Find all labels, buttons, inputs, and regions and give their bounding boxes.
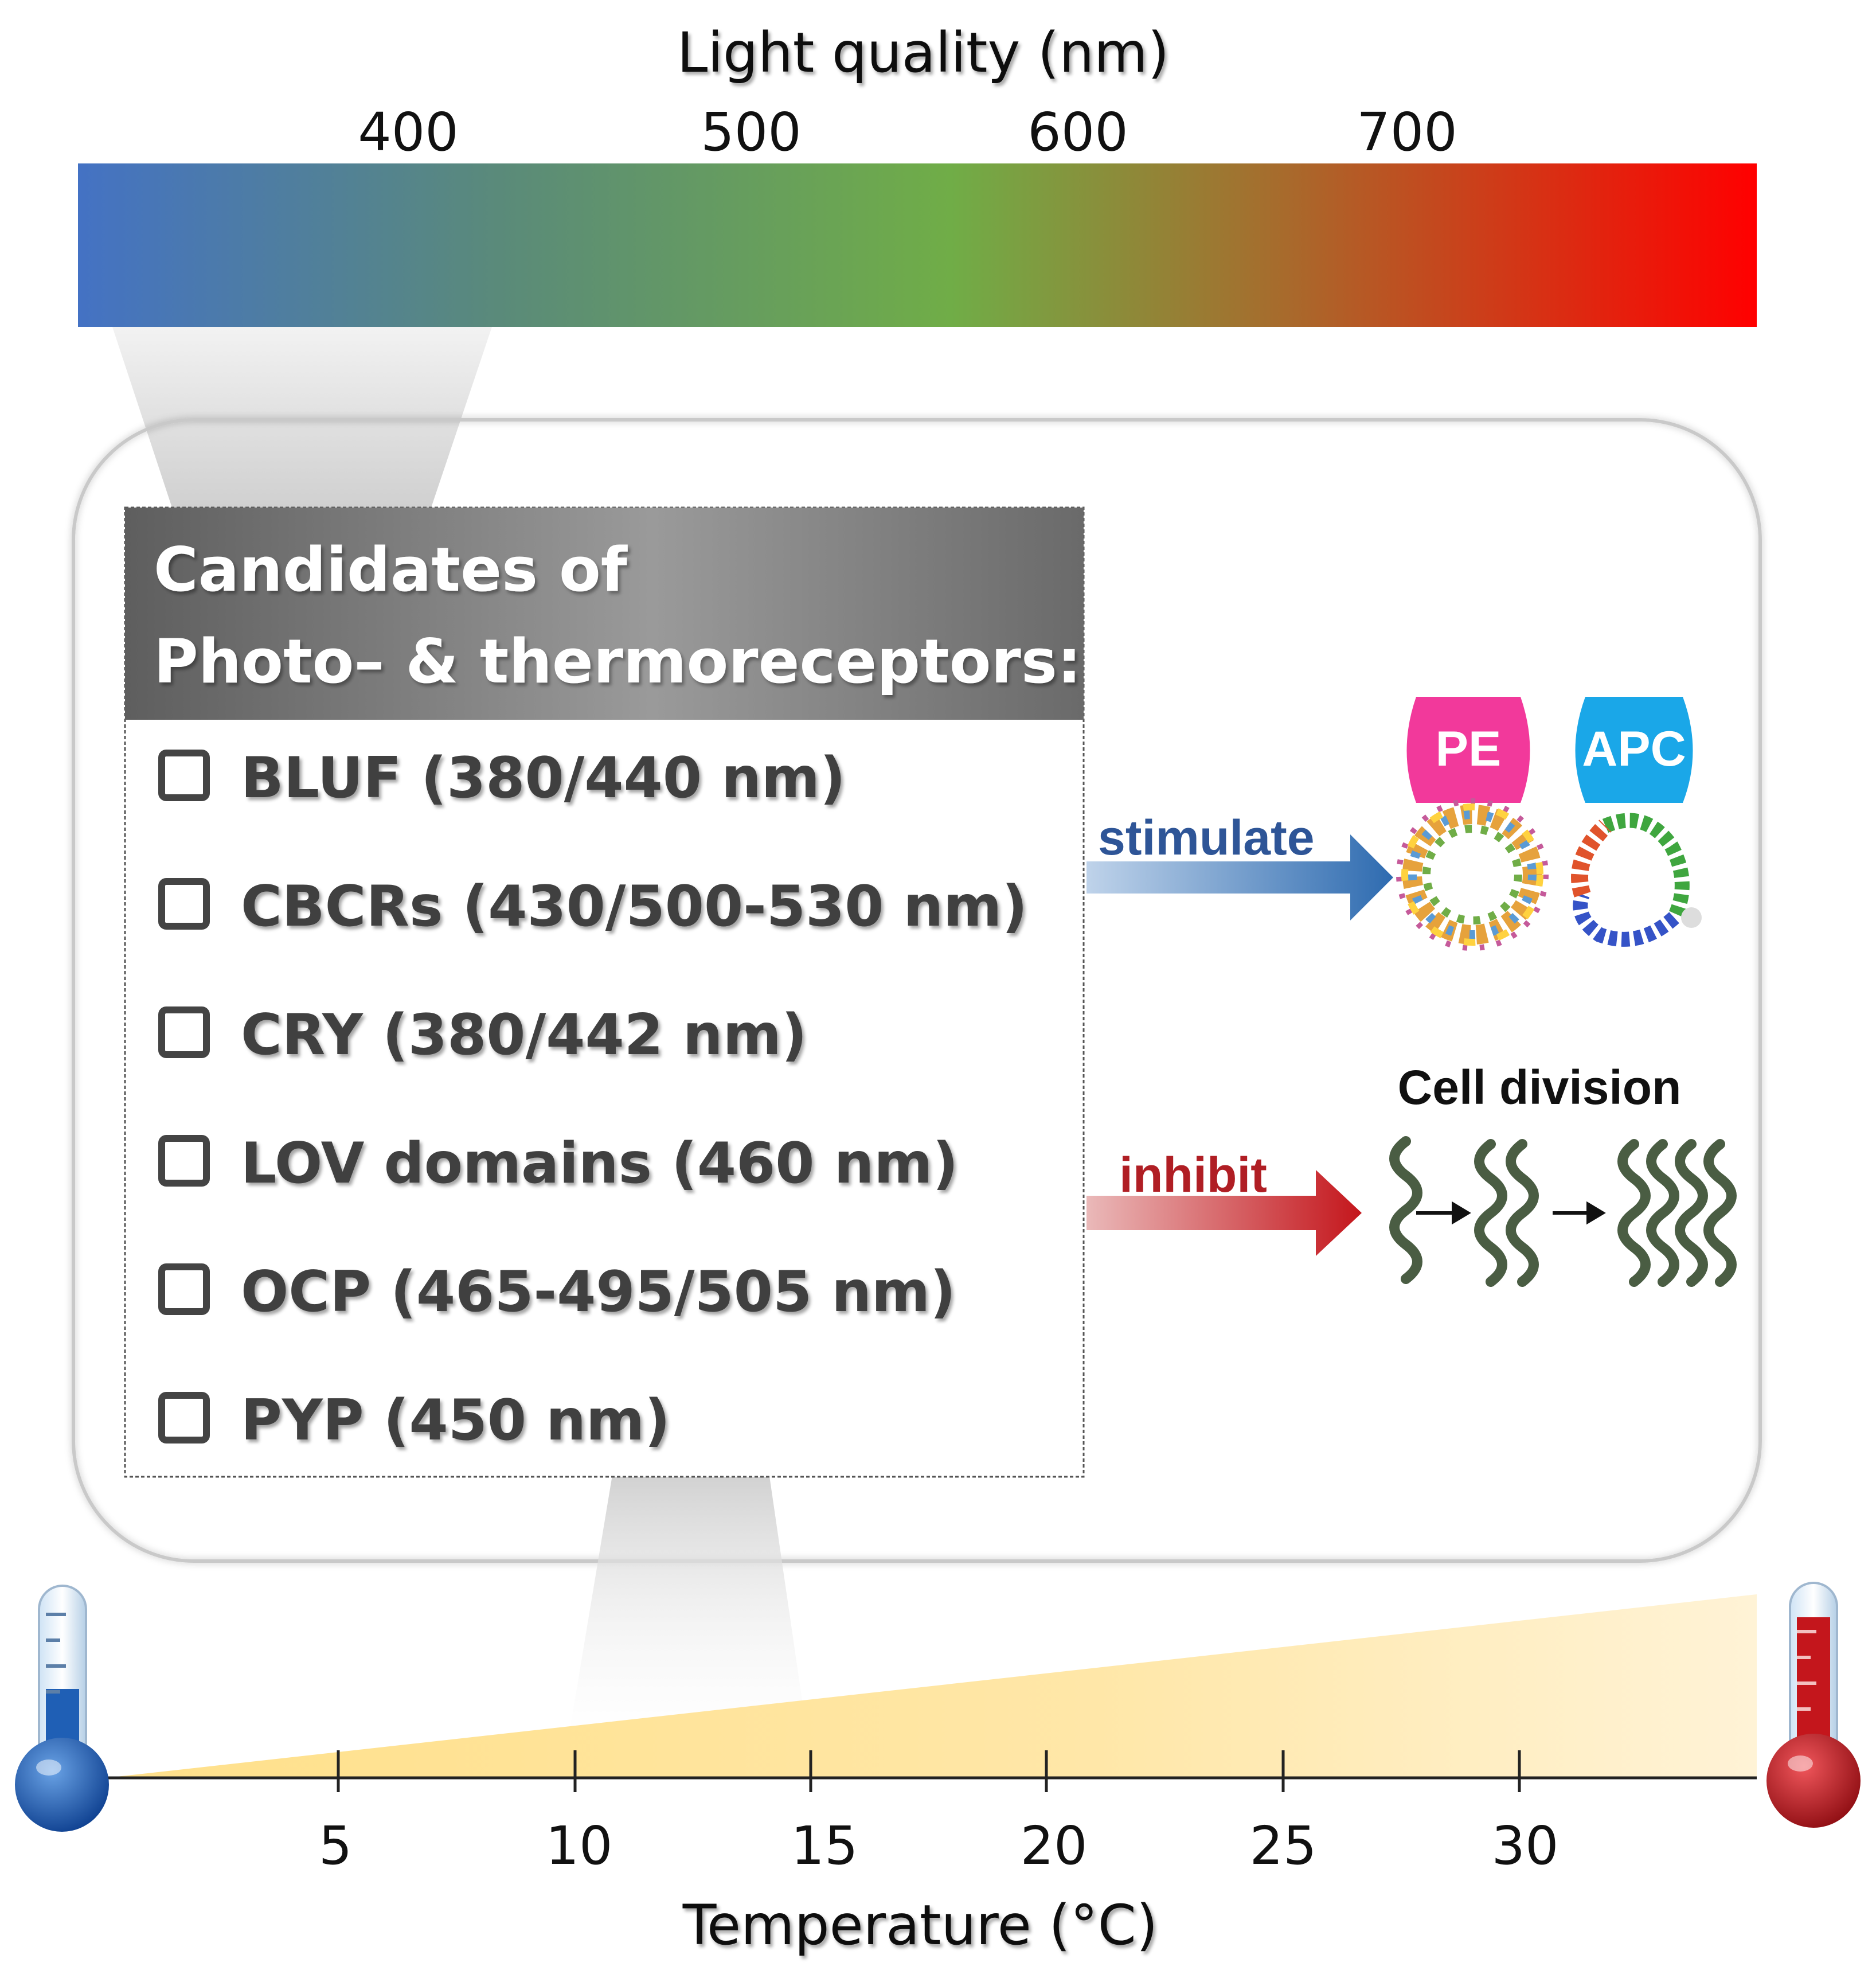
temperature-axis-ticks xyxy=(337,1750,1521,1792)
checkbox-icon[interactable] xyxy=(158,878,210,930)
filament-group-icon xyxy=(1617,1139,1737,1287)
hot-thermometer-icon xyxy=(1766,1582,1861,1828)
list-item: OCP (465-495/505 nm) xyxy=(158,1259,956,1325)
inhibit-arrow-icon xyxy=(1086,1170,1362,1256)
list-item-label: OCP (465-495/505 nm) xyxy=(241,1259,956,1325)
stimulate-arrow-icon xyxy=(1086,834,1393,920)
checkbox-icon[interactable] xyxy=(158,1006,210,1058)
temperature-funnel xyxy=(568,1468,808,1743)
checkbox-icon[interactable] xyxy=(158,1263,210,1315)
light-tick-400: 400 xyxy=(358,102,459,163)
list-item: LOV domains (460 nm) xyxy=(158,1131,958,1196)
cell-division-diagram xyxy=(1389,1136,1737,1287)
light-scale-title: Light quality (nm) xyxy=(677,21,1169,85)
checkbox-icon[interactable] xyxy=(158,1392,210,1443)
list-item: PYP (450 nm) xyxy=(158,1388,670,1453)
checkbox-icon[interactable] xyxy=(158,750,210,801)
stimulate-label: stimulate xyxy=(1098,810,1315,865)
temp-tick-30: 30 xyxy=(1491,1815,1558,1876)
apc-structure-icon xyxy=(1571,813,1702,947)
apc-badge: APC xyxy=(1575,697,1693,803)
light-funnel xyxy=(112,327,492,508)
list-item: CBCRs (430/500-530 nm) xyxy=(158,874,1027,939)
candidates-header xyxy=(125,508,1084,720)
list-item-label: CBCRs (430/500-530 nm) xyxy=(241,874,1027,939)
pe-label: PE xyxy=(1436,721,1502,777)
candidates-list: BLUF (380/440 nm) CBCRs (430/500-530 nm)… xyxy=(158,746,1027,1453)
filament-pair-icon xyxy=(1474,1139,1539,1287)
small-arrow-icon xyxy=(1416,1201,1471,1225)
cold-thermometer-icon xyxy=(15,1585,109,1832)
temperature-wedge xyxy=(106,1594,1757,1778)
temperature-scale-title: Temperature (°C) xyxy=(682,1893,1158,1957)
temp-tick-15: 15 xyxy=(791,1815,858,1876)
receptor-container xyxy=(72,418,1762,1563)
pe-structure-icon xyxy=(1396,798,1549,951)
list-item-label: CRY (380/442 nm) xyxy=(241,1002,807,1068)
checkbox-icon[interactable] xyxy=(158,1135,210,1187)
light-spectrum-bar xyxy=(78,163,1757,327)
small-arrow-icon xyxy=(1553,1201,1606,1225)
list-item-label: BLUF (380/440 nm) xyxy=(241,746,846,811)
inhibit-effect: inhibit Cell division xyxy=(1086,1060,1737,1287)
candidates-title-line2: Photo– & thermoreceptors: xyxy=(154,626,1081,697)
light-scale-ticks: 400 500 600 700 xyxy=(358,102,1457,163)
list-item-label: PYP (450 nm) xyxy=(241,1388,670,1453)
temp-tick-20: 20 xyxy=(1020,1815,1087,1876)
stimulate-effect: stimulate PE APC xyxy=(1086,697,1702,951)
temp-tick-5: 5 xyxy=(319,1815,353,1876)
list-item: CRY (380/442 nm) xyxy=(158,1002,807,1068)
apc-label: APC xyxy=(1582,721,1686,777)
filament-icon xyxy=(1389,1136,1422,1284)
temp-tick-25: 25 xyxy=(1249,1815,1316,1876)
temperature-tick-labels: 5 10 15 20 25 30 xyxy=(319,1815,1559,1876)
candidates-title-line1: Candidates of xyxy=(154,535,628,605)
light-tick-500: 500 xyxy=(701,102,802,163)
candidates-box: Candidates of Photo– & thermoreceptors: … xyxy=(124,506,1085,1478)
pe-badge: PE xyxy=(1406,697,1530,803)
light-tick-700: 700 xyxy=(1357,102,1457,163)
cell-division-label: Cell division xyxy=(1398,1060,1682,1114)
temp-tick-10: 10 xyxy=(545,1815,612,1876)
inhibit-label: inhibit xyxy=(1119,1148,1267,1203)
light-tick-600: 600 xyxy=(1027,102,1128,163)
list-item-label: LOV domains (460 nm) xyxy=(241,1131,958,1196)
list-item: BLUF (380/440 nm) xyxy=(158,746,846,811)
